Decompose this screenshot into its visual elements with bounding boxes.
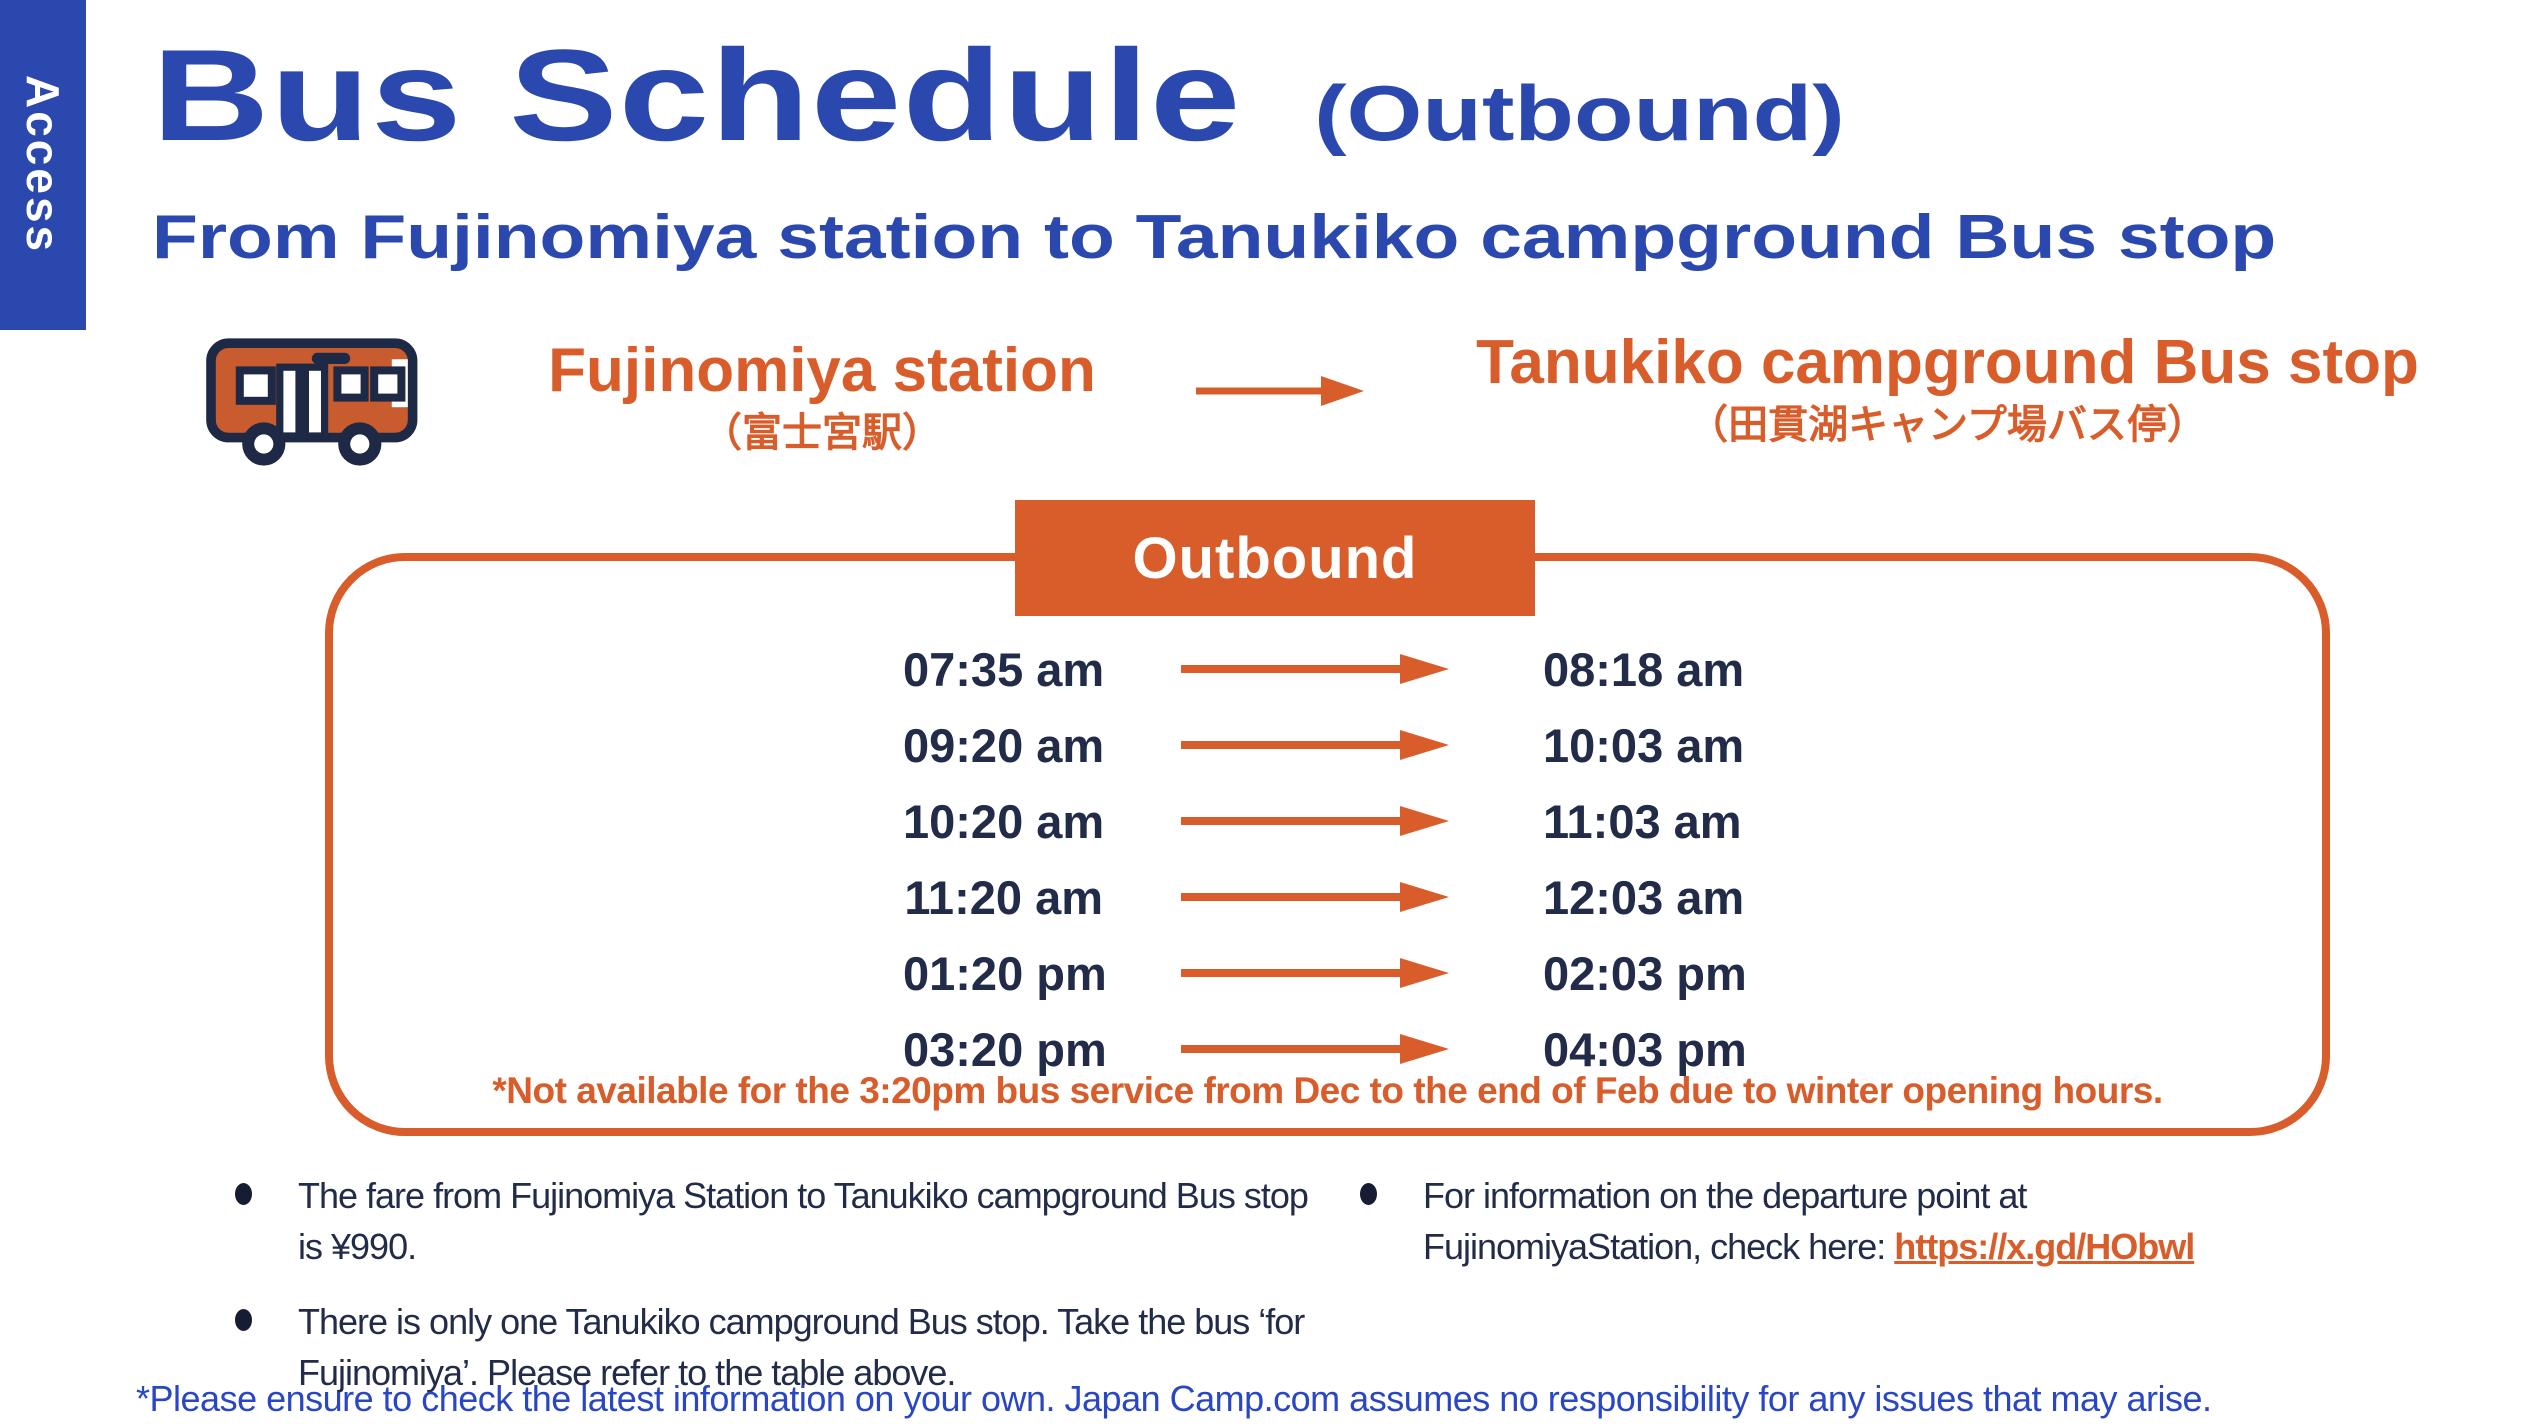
origin-station: Fujinomiya station （富士宮駅）	[492, 338, 1152, 455]
time-table: 07:35 am 08:18 am 09:20 am 10:03 am 10:2…	[333, 631, 2322, 1087]
bullet-icon	[235, 1309, 252, 1332]
origin-station-name-ja: （富士宮駅）	[702, 411, 942, 456]
page-title: Bus Schedule (Outbound)	[152, 12, 1845, 178]
arrival-time: 11:03 am	[1543, 794, 1742, 848]
schedule-header-badge: Outbound	[1015, 500, 1535, 616]
departure-time: 10:20 am	[903, 794, 1105, 848]
table-row: 09:20 am 10:03 am	[333, 707, 2322, 783]
note-departure-point-text: For information on the departure point a…	[1423, 1175, 2027, 1268]
table-row: 11:20 am 12:03 am	[333, 859, 2322, 935]
arrival-time: 04:03 pm	[1543, 1022, 1747, 1076]
bullet-icon	[235, 1183, 252, 1205]
table-row: 07:35 am 08:18 am	[333, 631, 2322, 707]
arrow-right-icon	[1196, 376, 1364, 406]
bullet-icon	[1360, 1183, 1377, 1205]
schedule-panel: Outbound 07:35 am 08:18 am 09:20 am 10:0…	[325, 500, 2330, 1136]
list-item: There is only one Tanukiko campground Bu…	[235, 1296, 1340, 1398]
arrival-time: 02:03 pm	[1543, 946, 1747, 1000]
departure-time: 11:20 am	[904, 870, 1103, 924]
arrow-right-icon	[1181, 730, 1449, 760]
destination-station-name: Tanukiko campground Bus stop	[1476, 328, 2419, 397]
access-tab-label: Access	[17, 75, 69, 255]
bus-icon	[206, 338, 418, 466]
notes-right-column: For information on the departure point a…	[1360, 1170, 2305, 1296]
notes-left-column: The fare from Fujinomiya Station to Tanu…	[235, 1170, 1340, 1422]
table-row: 03:20 pm 04:03 pm	[333, 1011, 2322, 1087]
title-text: Bus Schedule	[152, 22, 1242, 168]
list-item: For information on the departure point a…	[1360, 1170, 2305, 1272]
arrival-time: 10:03 am	[1543, 718, 1745, 772]
departure-time: 07:35 am	[903, 642, 1105, 696]
note-fare: The fare from Fujinomiya Station to Tanu…	[298, 1175, 1309, 1268]
access-tab: Access	[0, 0, 86, 330]
arrow-right-icon	[1181, 882, 1449, 912]
page-subtitle: From Fujinomiya station to Tanukiko camp…	[152, 203, 2277, 272]
note-bus-stop: There is only one Tanukiko campground Bu…	[298, 1301, 1305, 1394]
arrow-right-icon	[1181, 654, 1449, 684]
note-departure-point: For information on the departure point a…	[1423, 1170, 2305, 1272]
schedule-header-label: Outbound	[1132, 525, 1418, 591]
destination-station-name-ja: （田貫湖キャンプ場バス停）	[1688, 403, 2207, 448]
arrow-right-icon	[1181, 1034, 1449, 1064]
departure-time: 01:20 pm	[903, 946, 1107, 1000]
title-suffix-text: (Outbound)	[1314, 69, 1845, 157]
arrival-time: 08:18 am	[1543, 642, 1745, 696]
departure-info-link[interactable]: https://x.gd/HObwl	[1894, 1226, 2195, 1268]
disclaimer-text: *Please ensure to check the latest infor…	[136, 1378, 2212, 1419]
winter-service-note: *Not available for the 3:20pm bus servic…	[492, 1070, 2163, 1111]
arrow-right-icon	[1181, 958, 1449, 988]
arrival-time: 12:03 am	[1543, 870, 1745, 924]
destination-station: Tanukiko campground Bus stop （田貫湖キャンプ場バス…	[1405, 330, 2490, 447]
table-row: 01:20 pm 02:03 pm	[333, 935, 2322, 1011]
origin-station-name: Fujinomiya station	[548, 336, 1096, 405]
list-item: The fare from Fujinomiya Station to Tanu…	[235, 1170, 1340, 1272]
departure-time: 03:20 pm	[903, 1022, 1107, 1076]
departure-time: 09:20 am	[903, 718, 1105, 772]
table-row: 10:20 am 11:03 am	[333, 783, 2322, 859]
arrow-right-icon	[1181, 806, 1449, 836]
